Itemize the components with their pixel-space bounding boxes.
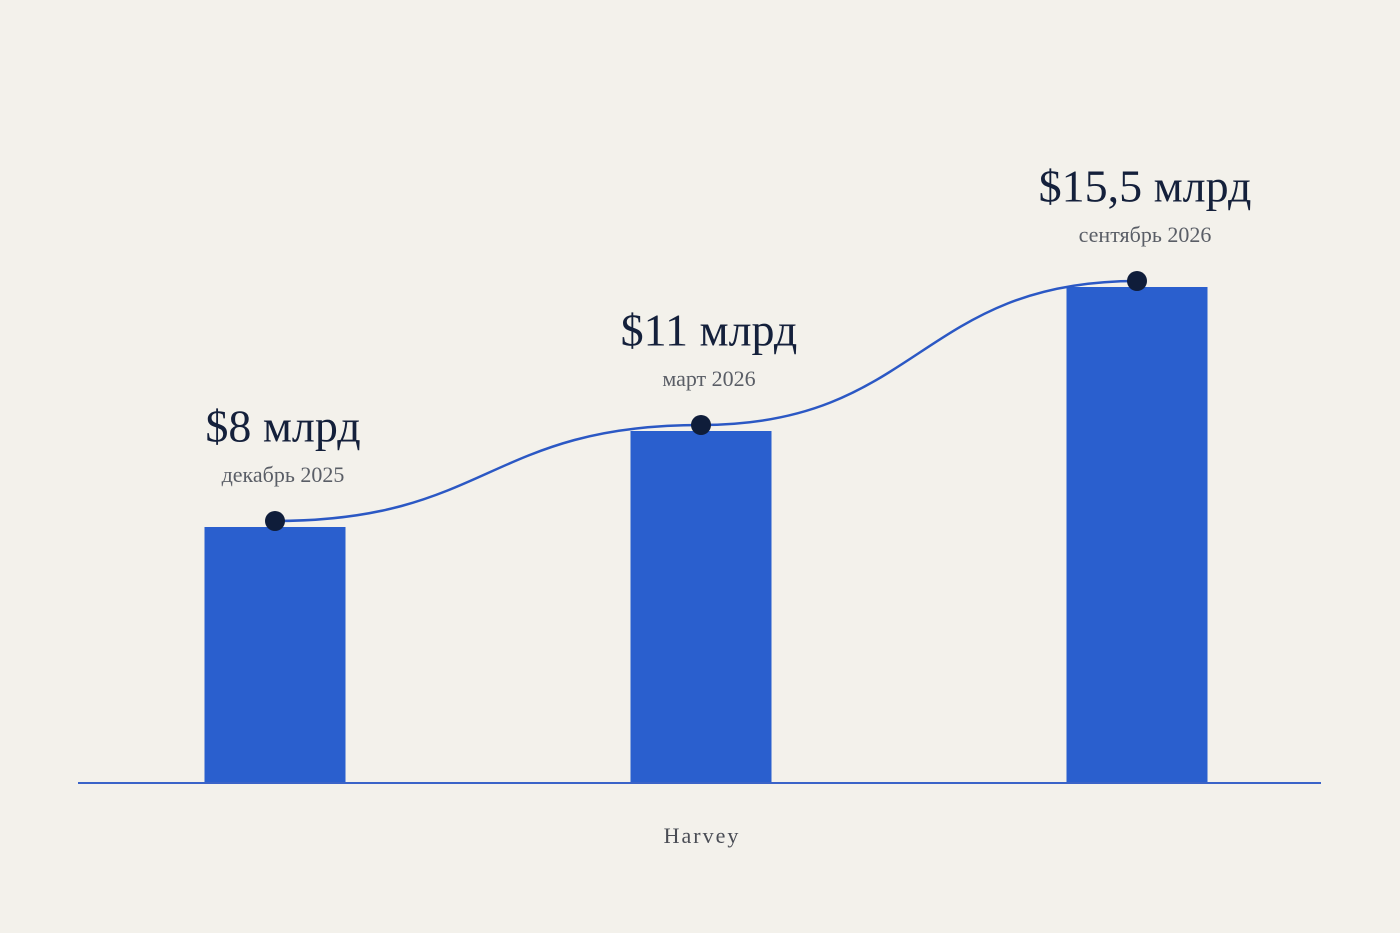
value-label: $11 млрд (621, 305, 798, 356)
category-label: март 2026 (662, 366, 755, 391)
marker (691, 415, 711, 435)
bar (204, 527, 346, 783)
marker (265, 511, 285, 531)
bar (630, 431, 772, 783)
marker (1127, 271, 1147, 291)
category-label: декабрь 2025 (222, 462, 345, 487)
value-label: $8 млрд (205, 401, 360, 452)
bar (1066, 287, 1208, 783)
category-label: сентябрь 2026 (1079, 222, 1212, 247)
caption: Harvey (664, 823, 741, 848)
value-label: $15,5 млрд (1039, 161, 1252, 212)
